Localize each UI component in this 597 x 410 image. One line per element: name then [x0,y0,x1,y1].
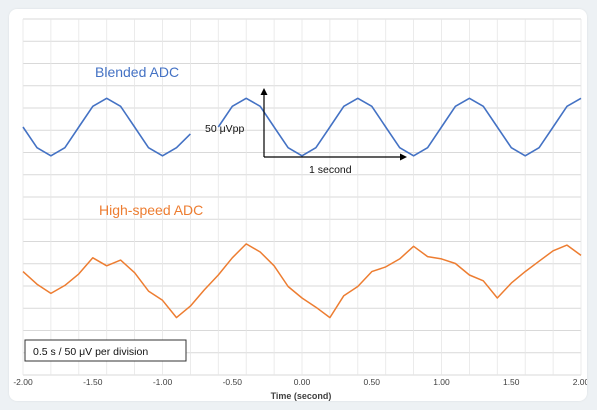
x-tick-label: 1.50 [503,377,520,387]
x-tick-label: -1.50 [83,377,103,387]
high-speed-adc-line [22,243,582,319]
x-tick-label: -1.00 [153,377,173,387]
x-axis-ticks: -2.00 -1.50 -1.00 -0.50 0.00 0.50 1.00 1.50 2.00 [13,377,587,387]
blended-adc-line [22,97,582,157]
gridlines [22,18,582,376]
x-axis-title: Time (second) [271,391,332,401]
chart-card: Blended ADC High-speed ADC 50 μVpp 1 sec… [9,9,587,401]
x-tick-label: 1.00 [433,377,450,387]
chart: Blended ADC High-speed ADC 50 μVpp 1 sec… [13,18,587,401]
period-arrow-head [400,153,407,161]
x-tick-label: 0.50 [363,377,380,387]
blended-adc-label: Blended ADC [95,64,179,80]
series-lines [22,97,582,319]
x-tick-label: 2.00 [573,377,587,387]
amplitude-annotation: 50 μVpp [205,123,244,135]
x-tick-label: 0.00 [294,377,311,387]
high-speed-adc-label: High-speed ADC [99,202,203,218]
amplitude-arrow-head [260,88,268,95]
period-annotation: 1 second [309,164,352,176]
scale-annotation: 0.5 s / 50 μV per division [33,346,148,358]
x-tick-label: -2.00 [13,377,33,387]
annotations: 50 μVpp 1 second [205,88,407,176]
x-tick-label: -0.50 [223,377,243,387]
scale-box [24,339,187,362]
